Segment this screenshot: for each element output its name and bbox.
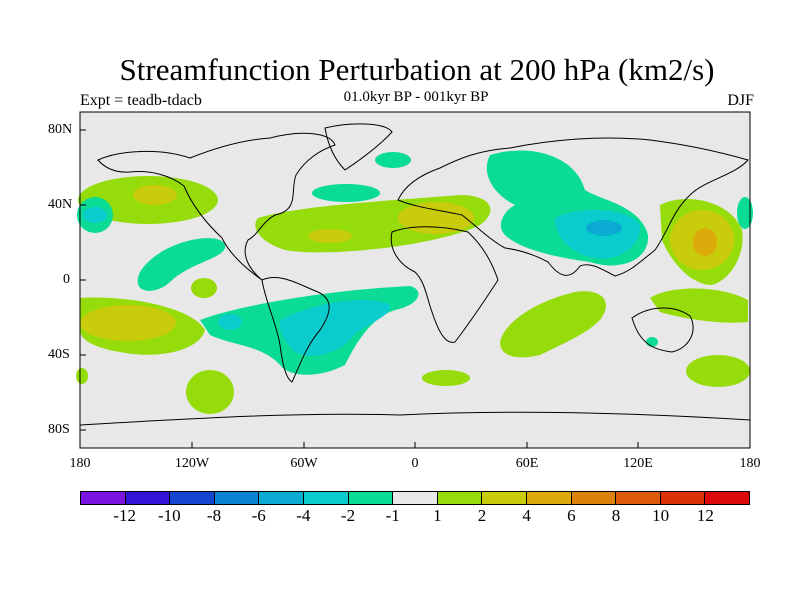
colorbar-swatch xyxy=(526,492,572,504)
colorbar xyxy=(80,491,750,505)
neg2-field-west-pacific xyxy=(83,207,107,223)
neg-field-australia xyxy=(646,337,658,347)
colorbar-label: -10 xyxy=(157,506,181,525)
lon-label-180w: 180 xyxy=(69,456,91,471)
pos-field-eq-small xyxy=(191,278,217,298)
neg2-field-south-america xyxy=(279,300,391,356)
lon-label-0: 0 xyxy=(411,456,419,471)
colorbar-label: 12 xyxy=(696,506,714,525)
pos2-field-north-pacific xyxy=(133,185,177,205)
north-america-coast xyxy=(97,132,336,281)
antarctica-coast xyxy=(79,411,751,426)
south-america-coast xyxy=(261,277,330,383)
map-background xyxy=(80,112,750,448)
colorbar-swatch xyxy=(393,492,438,504)
pos-field-south-atlantic xyxy=(422,370,470,386)
lat-label-40s: 40S xyxy=(48,347,70,362)
colorbar-label: 10 xyxy=(652,506,670,525)
colorbar-swatch xyxy=(125,492,171,504)
pos-field-south-pacific-2 xyxy=(186,370,234,414)
colorbar-swatch xyxy=(81,492,126,504)
colorbar-swatch xyxy=(482,492,527,504)
colorbar-swatch xyxy=(616,492,661,504)
neg3-field-asia xyxy=(586,220,622,236)
colorbar-swatch xyxy=(303,492,349,504)
eurasia-coast xyxy=(397,137,749,277)
pos2-field-atlantic xyxy=(308,229,352,243)
colorbar-label: -1 xyxy=(385,506,400,525)
colorbar-swatch xyxy=(214,492,260,504)
greenland-coast xyxy=(324,123,393,171)
lat-label-80s: 80S xyxy=(48,422,70,437)
chart-title: Streamfunction Perturbation at 200 hPa (… xyxy=(119,52,715,87)
colorbar-label: -12 xyxy=(113,506,136,525)
pos2-field-south-pacific xyxy=(80,305,176,341)
colorbar-swatch xyxy=(170,492,215,504)
pos-field-indian-ocean xyxy=(500,291,606,358)
lat-label-80n: 80N xyxy=(48,122,73,137)
africa-coast xyxy=(390,226,499,343)
lon-label-60e: 60E xyxy=(515,456,539,471)
neg-field-eq-pacific xyxy=(137,238,226,291)
colorbar-swatch xyxy=(437,492,483,504)
pos2-field-mediterranean xyxy=(398,202,474,234)
pos-field-maritime xyxy=(650,288,748,323)
colorbar-swatch xyxy=(705,492,749,504)
colorbar-label: -6 xyxy=(251,506,266,525)
lat-label-0: 0 xyxy=(63,272,70,287)
australia-coast xyxy=(631,307,694,353)
colorbar-swatch xyxy=(259,492,304,504)
lon-label-120w: 120W xyxy=(174,456,210,471)
lon-label-180e: 180 xyxy=(739,456,761,471)
neg2-field-east-pacific xyxy=(218,314,242,330)
neg-field-north-atlantic xyxy=(312,184,380,202)
tick-marks xyxy=(80,129,639,448)
neg-field-east-pacific xyxy=(737,197,753,229)
pos3-field-west-pacific xyxy=(693,228,717,256)
neg-field-scandinavia xyxy=(375,152,411,168)
colorbar-label: 4 xyxy=(522,506,531,525)
colorbar-label: 8 xyxy=(611,506,621,525)
colorbar-swatch xyxy=(660,492,706,504)
lon-label-120e: 120E xyxy=(623,456,653,471)
lon-label-60w: 60W xyxy=(290,456,318,471)
colorbar-label: -2 xyxy=(340,506,356,525)
colorbar-label: -8 xyxy=(206,506,222,525)
pos-field-tasman xyxy=(686,355,750,387)
chart-subtitle: 01.0kyr BP - 001kyr BP xyxy=(343,89,489,105)
season-label: DJF xyxy=(727,92,754,109)
colorbar-label: 2 xyxy=(477,506,487,525)
colorbar-label: -4 xyxy=(296,506,311,525)
experiment-label: Expt = teadb-tdacb xyxy=(80,92,202,109)
colorbar-swatch xyxy=(348,492,394,504)
colorbar-swatch xyxy=(571,492,617,504)
coastlines xyxy=(79,123,751,426)
pos-field-sw-edge xyxy=(76,368,88,384)
lat-label-40n: 40N xyxy=(48,197,73,212)
colorbar-label: 1 xyxy=(433,506,442,525)
colorbar-label: 6 xyxy=(567,506,576,525)
